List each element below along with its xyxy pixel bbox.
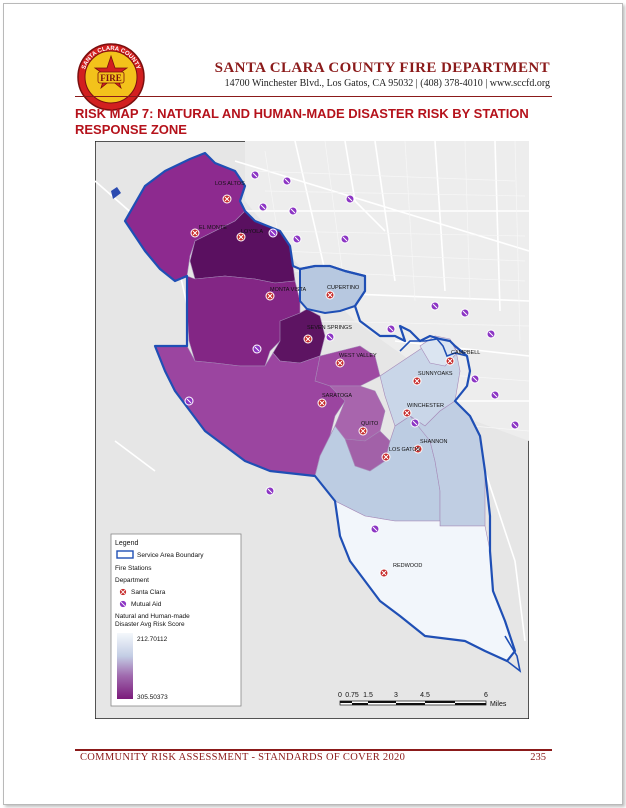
- legend-risk-title-2: Disaster Avg Risk Score: [115, 621, 185, 628]
- station-marker-quito: [358, 426, 368, 436]
- legend-department: Department: [115, 577, 149, 584]
- legend-mutual-aid-icon: [119, 600, 127, 608]
- legend-fire-stations: Fire Stations: [115, 565, 152, 572]
- mutual-aid-marker: [410, 418, 420, 428]
- legend-risk-min: 212.70112: [137, 636, 168, 643]
- station-marker-seven-springs: [303, 334, 313, 344]
- legend-santa-clara-icon: [119, 588, 127, 596]
- header-divider: [75, 96, 552, 97]
- mutual-aid-marker: [340, 234, 350, 244]
- mutual-aid-marker: [282, 176, 292, 186]
- label-los-gatos: LOS GATOS: [389, 447, 421, 453]
- service-area-boundary: [123, 151, 517, 663]
- scale-tick-1: 0.75: [345, 692, 359, 699]
- risk-map: LOS ALTOS EL MONTE LOYOLA MONTA VISTA CU…: [95, 141, 529, 719]
- legend-santa-clara: Santa Clara: [131, 589, 166, 596]
- mutual-aid-marker: [430, 301, 440, 311]
- mutual-aid-marker: [250, 170, 260, 180]
- cupertino-boundary: [299, 265, 366, 315]
- santa-clara-stations: [190, 194, 455, 578]
- scale-tick-2: 1.5: [363, 692, 373, 699]
- mutual-aid-marker: [184, 396, 194, 406]
- scale-unit: Miles: [490, 701, 507, 708]
- mutual-aid-marker: [258, 202, 268, 212]
- label-seven-springs: SEVEN SPRINGS: [307, 325, 352, 331]
- mutual-aid-marker: [252, 344, 262, 354]
- zone-labels: LOS ALTOS EL MONTE LOYOLA MONTA VISTA CU…: [199, 181, 480, 569]
- station-marker-el-monte: [190, 228, 200, 238]
- legend-risk-gradient: [117, 633, 133, 699]
- station-marker-west-valley: [335, 358, 345, 368]
- scale-tick-3: 3: [394, 692, 398, 699]
- risk-map-svg: LOS ALTOS EL MONTE LOYOLA MONTA VISTA CU…: [95, 141, 529, 719]
- scale-tick-0: 0: [338, 692, 342, 699]
- label-redwood: REDWOOD: [393, 563, 422, 569]
- legend-service-area: Service Area Boundary: [137, 552, 204, 559]
- legend-mutual-aid: Mutual Aid: [131, 601, 162, 608]
- mutual-aid-marker: [345, 194, 355, 204]
- mutual-aid-marker: [460, 308, 470, 318]
- station-marker-los-gatos: [381, 452, 391, 462]
- map-title: RISK MAP 7: NATURAL AND HUMAN-MADE DISAS…: [75, 106, 555, 138]
- station-marker-monta-vista: [265, 291, 275, 301]
- mutual-aid-marker: [292, 234, 302, 244]
- department-name: SANTA CLARA COUNTY FIRE DEPARTMENT: [214, 60, 550, 76]
- risk-zones: [124, 152, 516, 662]
- legend-risk-max: 305.50373: [137, 694, 168, 701]
- station-marker-shannon: [413, 444, 423, 454]
- label-quito: QUITO: [361, 421, 379, 427]
- label-shannon: SHANNON: [420, 439, 448, 445]
- page-number: 235: [530, 752, 546, 763]
- map-title-line-1: RISK MAP 7: NATURAL AND HUMAN-MADE DISAS…: [75, 106, 529, 121]
- label-sunnyoaks: SUNNYOAKS: [418, 371, 453, 377]
- station-marker-saratoga: [317, 398, 327, 408]
- label-monta-vista: MONTA VISTA: [270, 287, 306, 293]
- department-address: 14700 Winchester Blvd., Los Gatos, CA 95…: [224, 78, 550, 89]
- mutual-aid-marker: [386, 324, 396, 334]
- label-saratoga: SARATOGA: [322, 393, 352, 399]
- mutual-aid-marker: [470, 374, 480, 384]
- mutual-aid-marker: [288, 206, 298, 216]
- legend-boundary-swatch: [116, 550, 134, 559]
- logo-center-text: FIRE: [100, 73, 122, 83]
- label-los-altos: LOS ALTOS: [215, 181, 245, 187]
- mutual-aid-marker: [486, 329, 496, 339]
- mutual-aid-marker: [510, 420, 520, 430]
- label-el-monte: EL MONTE: [199, 225, 227, 231]
- station-marker-sunnyoaks: [412, 376, 422, 386]
- legend-title: Legend: [115, 540, 138, 547]
- fire-department-logo: FIRE SANTA CLARA COUNTY: [77, 43, 145, 111]
- label-campbell: CAMPBELL: [451, 350, 480, 356]
- legend-risk-title-1: Natural and Human-made: [115, 613, 190, 620]
- mutual-aid-stations: [184, 170, 520, 534]
- label-winchester: WINCHESTER: [407, 403, 444, 409]
- scale-tick-4: 4.5: [420, 692, 430, 699]
- station-marker-winchester: [402, 408, 412, 418]
- mutual-aid-marker: [490, 390, 500, 400]
- label-loyola: LOYOLA: [241, 229, 263, 235]
- footer-text: COMMUNITY RISK ASSESSMENT - STANDARDS OF…: [80, 752, 406, 763]
- mutual-aid-marker: [265, 486, 275, 496]
- station-marker-loyola: [236, 232, 246, 242]
- station-marker-redwood: [379, 568, 389, 578]
- scale-tick-5: 6: [484, 692, 488, 699]
- map-title-line-2: RESPONSE ZONE: [75, 122, 187, 137]
- station-marker-cupertino: [325, 290, 335, 300]
- label-cupertino: CUPERTINO: [327, 285, 360, 291]
- mutual-aid-marker: [325, 332, 335, 342]
- footer-divider: [75, 749, 552, 751]
- station-marker-los-altos: [222, 194, 232, 204]
- scale-bar: 0 0.75 1.5 3 4.5 6 Miles: [338, 692, 507, 708]
- mutual-aid-marker: [268, 228, 278, 238]
- station-marker-campbell: [445, 356, 455, 366]
- map-legend: Legend Service Area Boundary Fire Statio…: [110, 533, 242, 707]
- label-west-valley: WEST VALLEY: [339, 353, 377, 359]
- mutual-aid-marker: [370, 524, 380, 534]
